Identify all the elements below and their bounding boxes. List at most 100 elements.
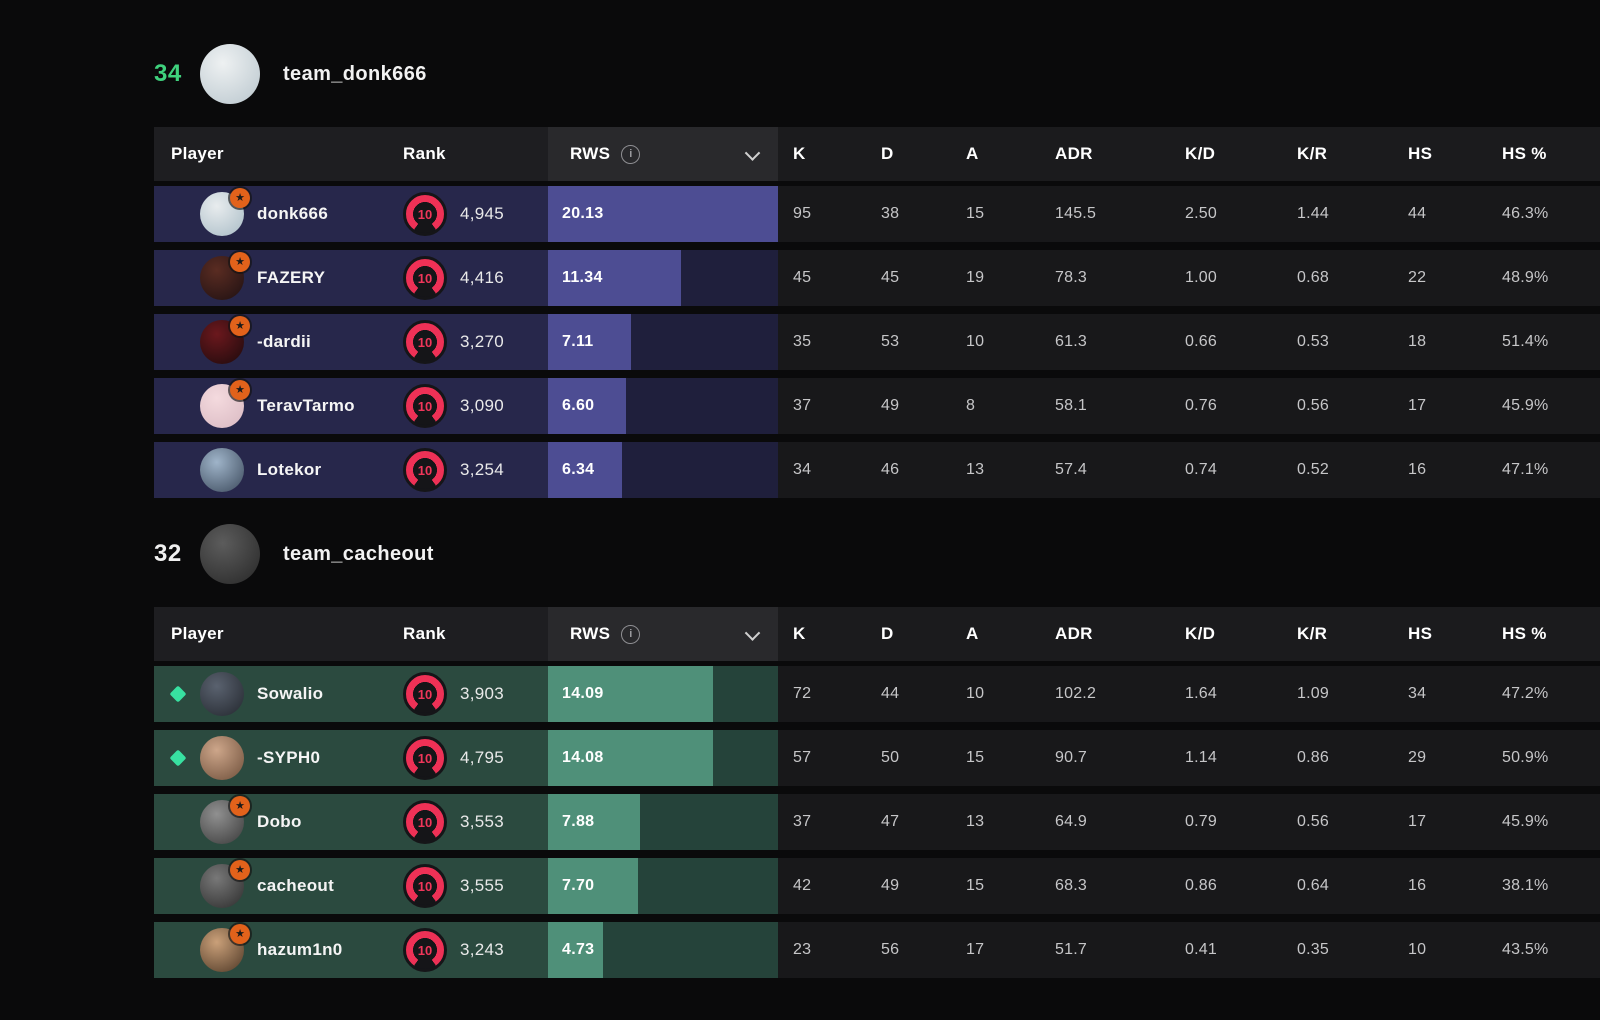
rws-cell: 14.08	[548, 730, 778, 786]
rank-level-icon: 10	[403, 800, 447, 844]
player-row[interactable]: -SYPH0 10 4,795 14.08 57 50 15 90.7 1.14 0.86 29 50…	[154, 730, 1600, 786]
elo-value: 4,416	[460, 268, 505, 287]
player-row[interactable]: ★ FAZERY 10 4,416 11.34 45 45 19 78.3 1.00 0.68 22 4…	[154, 250, 1600, 306]
rank-level-icon: 10	[403, 384, 447, 428]
stat-value-hs: 47.2%	[1502, 685, 1549, 702]
chevron-down-icon	[744, 144, 761, 161]
column-header-k: K	[793, 144, 806, 163]
stat-value-hs: 51.4%	[1502, 333, 1549, 350]
team-avatar	[200, 44, 260, 104]
rank-level-icon: 10	[403, 864, 447, 908]
stats-cells: 37 49 8 58.1 0.76 0.56 17 45.9%	[778, 378, 1600, 434]
stat-value-k: 37	[793, 397, 812, 414]
player-row[interactable]: Sowalio 10 3,903 14.09 72 44 10 102.2 1.64 1.09 34…	[154, 666, 1600, 722]
stat-value-adr: 68.3	[1055, 877, 1087, 894]
player-name: cacheout	[257, 876, 335, 895]
player-row[interactable]: ★ hazum1n0 10 3,243 4.73 23 56 17 51.7 0.41 0.35 10…	[154, 922, 1600, 978]
rws-value: 7.88	[562, 813, 595, 830]
rws-value: 6.60	[562, 397, 595, 414]
player-cell: -SYPH0	[154, 736, 395, 780]
player-row-left: ★ cacheout 10 3,555	[154, 858, 548, 914]
stat-value-k: 34	[793, 461, 812, 478]
stat-value-d: 47	[881, 813, 900, 830]
player-row-left: ★ -dardii 10 3,270	[154, 314, 548, 370]
player-cell: ★ TeravTarmo	[154, 380, 395, 428]
column-header-kd: K/D	[1185, 624, 1216, 643]
stat-value-k: 95	[793, 205, 812, 222]
player-row[interactable]: ★ cacheout 10 3,555 7.70 42 49 15 68.3 0.86 0.64 16…	[154, 858, 1600, 914]
rank-level-value: 10	[417, 462, 433, 478]
stat-value-kd: 1.14	[1185, 749, 1217, 766]
rws-sort-dropdown[interactable]	[744, 144, 761, 161]
table-header-row: Player Rank RWS i K D A ADR K/D K/R HS HS %	[154, 127, 1600, 181]
column-header-player: Player	[154, 624, 395, 644]
rws-cell: 7.11	[548, 314, 778, 370]
stat-value-a: 17	[966, 941, 985, 958]
rank-cell: 10 3,254	[395, 448, 548, 492]
rank-level-icon: 10	[403, 928, 447, 972]
info-icon[interactable]: i	[621, 624, 641, 644]
stat-value-kd: 0.66	[1185, 333, 1217, 350]
stat-value-hs: 22	[1408, 269, 1427, 286]
column-header-rws[interactable]: RWS i	[548, 127, 778, 181]
column-header-rws[interactable]: RWS i	[548, 607, 778, 661]
column-header-hs: HS %	[1502, 144, 1547, 163]
column-header-hs: HS	[1408, 144, 1433, 163]
stat-value-hs: 38.1%	[1502, 877, 1549, 894]
stat-value-kr: 1.09	[1297, 685, 1329, 702]
player-row[interactable]: ★ donk666 10 4,945 20.13 95 38 15 145.5 2.50 1.44 4…	[154, 186, 1600, 242]
rws-bar	[548, 314, 632, 370]
stat-value-k: 42	[793, 877, 812, 894]
avatar: ★	[200, 860, 250, 908]
player-cell: ★ FAZERY	[154, 252, 395, 300]
stat-value-a: 13	[966, 461, 985, 478]
player-cell: ★ donk666	[154, 188, 395, 236]
table-header-left: Player Rank	[154, 127, 548, 181]
rws-value: 14.09	[562, 685, 604, 702]
player-name: TeravTarmo	[257, 396, 355, 415]
player-row[interactable]: ★ Dobo 10 3,553 7.88 37 47 13 64.9 0.79 0.56 17 45.9…	[154, 794, 1600, 850]
stats-cells: 57 50 15 90.7 1.14 0.86 29 50.9%	[778, 730, 1600, 786]
player-row-left: Lotekor 10 3,254	[154, 442, 548, 498]
stat-value-adr: 64.9	[1055, 813, 1087, 830]
player-row[interactable]: ★ TeravTarmo 10 3,090 6.60 37 49 8 58.1 0.76 0.56 1…	[154, 378, 1600, 434]
stat-value-d: 45	[881, 269, 900, 286]
player-name: Lotekor	[257, 460, 322, 479]
rws-sort-dropdown[interactable]	[744, 624, 761, 641]
rws-bar	[548, 922, 604, 978]
star-badge-icon: ★	[230, 252, 250, 272]
stats-cells: 95 38 15 145.5 2.50 1.44 44 46.3%	[778, 186, 1600, 242]
star-badge-icon: ★	[230, 380, 250, 400]
rank-level-icon: 10	[403, 448, 447, 492]
stat-value-d: 46	[881, 461, 900, 478]
player-row-left: ★ Dobo 10 3,553	[154, 794, 548, 850]
rank-cell: 10 3,270	[395, 320, 548, 364]
stats-cells: 72 44 10 102.2 1.64 1.09 34 47.2%	[778, 666, 1600, 722]
info-icon[interactable]: i	[621, 144, 641, 164]
stat-value-adr: 145.5	[1055, 205, 1097, 222]
stat-value-k: 37	[793, 813, 812, 830]
team-header: 32 team_cacheout	[154, 524, 1600, 584]
rws-bar	[548, 378, 626, 434]
team-section: 32 team_cacheout Player Rank RWS i K D A ADR K/D K/…	[154, 524, 1600, 978]
stat-value-a: 15	[966, 749, 985, 766]
player-row-left: ★ FAZERY 10 4,416	[154, 250, 548, 306]
player-cell: Sowalio	[154, 672, 395, 716]
column-header-adr: ADR	[1055, 624, 1093, 643]
stat-value-kr: 0.86	[1297, 749, 1329, 766]
rws-column-label: RWS	[570, 624, 611, 643]
rws-cell: 4.73	[548, 922, 778, 978]
rws-bar	[548, 794, 641, 850]
stat-value-k: 57	[793, 749, 812, 766]
diamond-slot	[169, 749, 200, 767]
star-badge-icon: ★	[230, 316, 250, 336]
diamond-slot	[169, 685, 200, 703]
player-row[interactable]: Lotekor 10 3,254 6.34 34 46 13 57.4 0.74 0.52 16 47…	[154, 442, 1600, 498]
rws-cell: 7.70	[548, 858, 778, 914]
avatar: ★	[200, 924, 250, 972]
rank-cell: 10 4,795	[395, 736, 548, 780]
player-row[interactable]: ★ -dardii 10 3,270 7.11 35 53 10 61.3 0.66 0.53 18 5…	[154, 314, 1600, 370]
rws-bar	[548, 186, 778, 242]
stat-value-d: 56	[881, 941, 900, 958]
elo-value: 4,795	[460, 748, 505, 767]
